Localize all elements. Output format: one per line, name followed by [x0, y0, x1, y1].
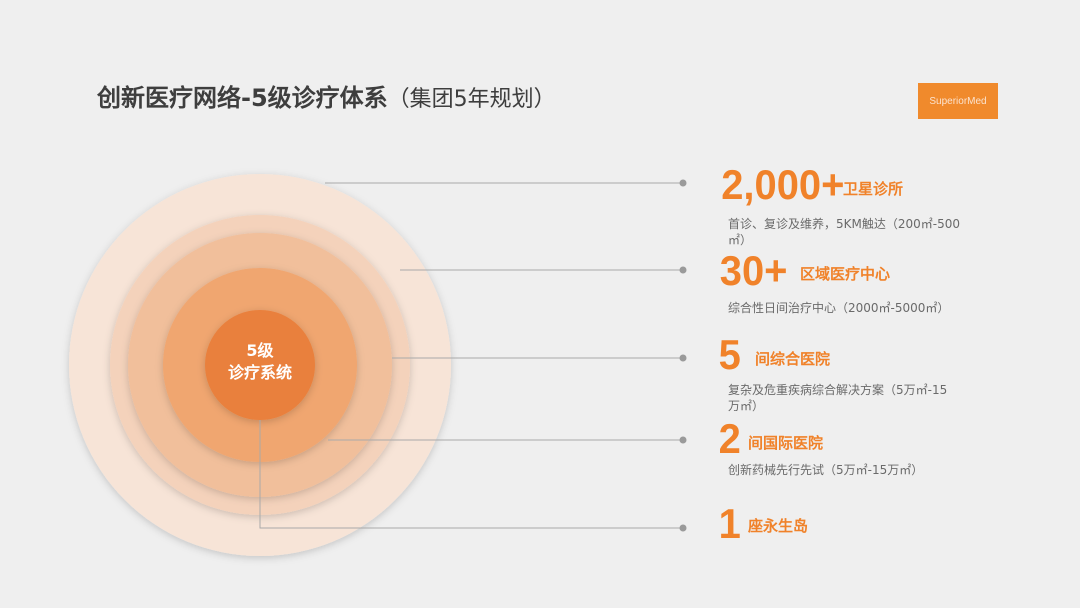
tier-desc: 首诊、复诊及维养，5KM触达（200㎡-500㎡）	[728, 217, 960, 247]
tier-number: 2,000+	[721, 161, 845, 208]
center-label: 5级诊疗系统	[205, 340, 315, 384]
center-line-2: 诊疗系统	[227, 363, 292, 382]
ring-5	[205, 310, 315, 420]
tier-label: 卫星诊所	[843, 180, 904, 198]
title-main: 创新医疗网络-5级诊疗体系	[97, 84, 388, 112]
logo: SuperiorMed	[918, 83, 998, 119]
tier-label: 间综合医院	[755, 350, 831, 368]
tier-number: 1	[718, 500, 741, 547]
dot	[679, 524, 687, 532]
page-title: 创新医疗网络-5级诊疗体系（集团5年规划）	[97, 78, 556, 113]
center-line-1: 5级	[246, 341, 274, 360]
dot	[679, 354, 687, 362]
tier-desc: 综合性日间治疗中心（2000㎡-5000㎡）	[728, 301, 950, 315]
dot	[679, 179, 687, 187]
tier-label: 座永生岛	[748, 517, 809, 535]
title-sub: （集团5年规划）	[387, 87, 556, 112]
tier-number: 5	[718, 331, 741, 378]
tier-number: 30+	[719, 247, 788, 294]
tier-desc: 创新药械先行先试（5万㎡-15万㎡）	[728, 463, 924, 477]
dot	[679, 266, 687, 274]
dot	[679, 436, 687, 444]
connector-5	[259, 420, 683, 529]
tier-label: 区域医疗中心	[800, 265, 891, 283]
tier-desc: 复杂及危重疾病综合解决方案（5万㎡-15万㎡）	[728, 383, 948, 413]
tier-number: 2	[718, 415, 741, 462]
tier-label: 间国际医院	[748, 434, 824, 452]
